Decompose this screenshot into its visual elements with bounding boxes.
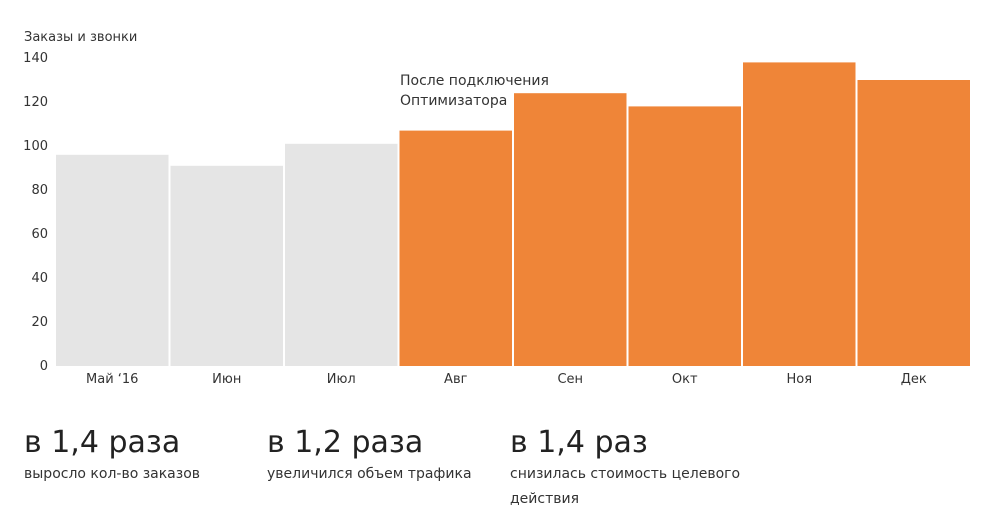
stat-traffic: в 1,2 раза увеличился объем трафика <box>267 424 472 487</box>
x-tick-label: Ноя <box>786 372 812 387</box>
y-tick-label: 120 <box>23 95 48 110</box>
stat-orders-value: в 1,4 раза <box>24 425 181 460</box>
bar <box>170 165 283 366</box>
annotation-line-1: После подключения <box>400 73 549 89</box>
bar <box>743 62 856 367</box>
stat-cost-caption-1: снизилась стоимость целевого <box>510 466 741 482</box>
stat-traffic-caption: увеличился объем трафика <box>267 466 472 482</box>
stat-orders-caption: выросло кол-во заказов <box>24 466 201 482</box>
bars <box>56 62 970 367</box>
stat-traffic-value: в 1,2 раза <box>267 425 424 460</box>
bar <box>399 130 512 366</box>
x-tick-label: Сен <box>557 372 583 387</box>
y-tick-label: 60 <box>31 227 48 242</box>
x-tick-label: Май ‘16 <box>86 372 138 387</box>
bar <box>56 154 169 366</box>
y-axis-ticks: 0 20 40 60 80 100 120 140 <box>23 51 48 374</box>
y-tick-label: 100 <box>23 139 48 154</box>
y-tick-label: 20 <box>31 315 48 330</box>
x-tick-label: Июн <box>212 372 241 387</box>
orders-calls-bar-chart: Заказы и звонки 0 20 40 60 80 100 120 140 Май ‘… <box>23 30 970 387</box>
stat-cost-caption-2: действия <box>510 491 580 507</box>
bar <box>285 143 398 366</box>
y-tick-label: 140 <box>23 51 48 66</box>
x-tick-label: Авг <box>444 372 468 387</box>
bar <box>514 93 627 366</box>
stat-cost: в 1,4 раз снизилась стоимость целевого д… <box>510 424 740 512</box>
bar <box>628 106 741 367</box>
x-tick-label: Июл <box>327 372 356 387</box>
stat-orders: в 1,4 раза выросло кол-во заказов <box>24 424 200 487</box>
y-tick-label: 40 <box>31 271 48 286</box>
y-axis-label: Заказы и звонки <box>24 30 137 45</box>
x-tick-label: Окт <box>672 372 698 387</box>
y-tick-label: 0 <box>40 359 48 374</box>
y-tick-label: 80 <box>31 183 48 198</box>
x-tick-label: Дек <box>901 372 927 387</box>
x-axis-ticks: Май ‘16 Июн Июл Авг Сен Окт Ноя Дек <box>86 372 927 387</box>
bar <box>857 80 970 366</box>
stat-cost-value: в 1,4 раз <box>510 425 648 460</box>
annotation-line-2: Оптимизатора <box>400 93 507 109</box>
